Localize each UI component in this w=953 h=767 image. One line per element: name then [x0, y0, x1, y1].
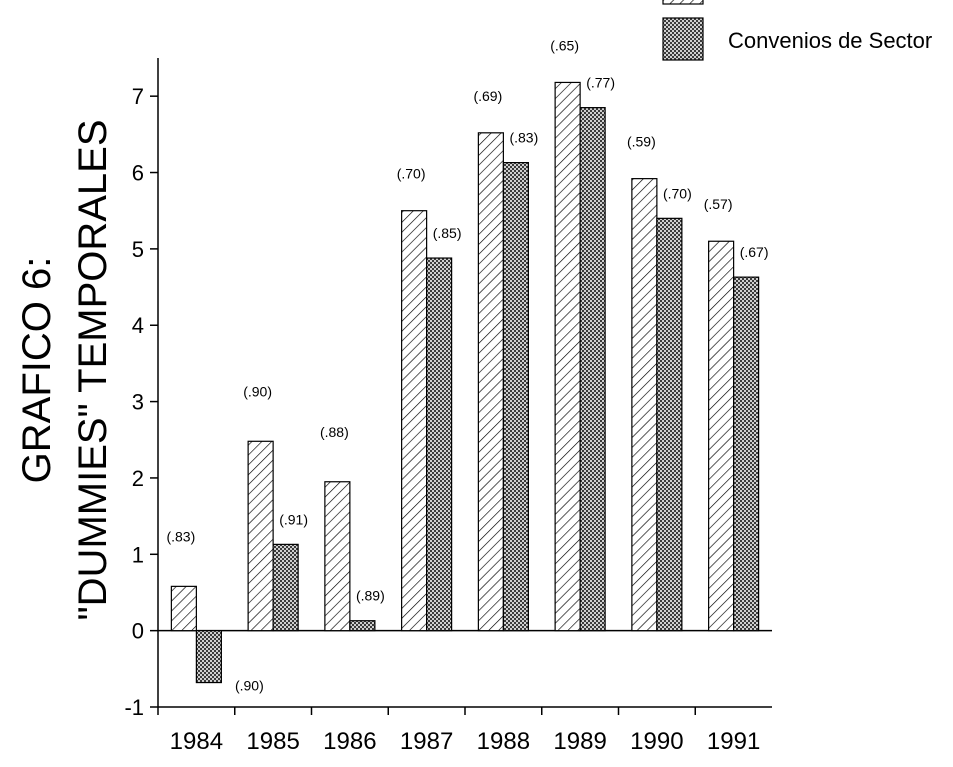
- y-tick-label: -1: [124, 695, 144, 720]
- bar-series-1: [247, 440, 274, 632]
- legend-swatch-series-1: [662, 0, 704, 5]
- bar-series-2: [502, 162, 529, 632]
- data-label: (.90): [235, 678, 264, 694]
- bar-series-2: [733, 276, 760, 632]
- bar-series-1: [708, 240, 735, 632]
- x-tick-label: 1990: [630, 728, 683, 755]
- data-label: (.69): [473, 88, 502, 104]
- bar-series-2: [426, 257, 453, 632]
- bars: [170, 81, 760, 684]
- bar-series-2: [579, 107, 606, 632]
- data-label: (.77): [586, 75, 615, 91]
- data-label: (.91): [279, 511, 308, 527]
- axes: -1 0 1 2 3 4 5 6 7 1984 1985 1986 1987 1988 1989 1990 19…: [124, 58, 772, 755]
- bar-series-1: [631, 178, 658, 632]
- data-label: (.59): [627, 134, 656, 150]
- title-line-2: "DUMMIES" TEMPORALES: [71, 119, 115, 620]
- data-label: (.88): [320, 424, 349, 440]
- data-label: (.70): [663, 185, 692, 201]
- data-label: (.83): [509, 130, 538, 146]
- data-label: (.57): [704, 196, 733, 212]
- bar-series-1: [401, 210, 428, 632]
- x-tick-label: 1989: [553, 728, 606, 755]
- legend-label-series-2: Convenios de Sector: [728, 28, 932, 53]
- data-label: (.65): [550, 37, 579, 53]
- bar-series-2: [272, 543, 299, 632]
- y-tick-label: 3: [132, 390, 144, 415]
- bar-series-1: [170, 585, 197, 632]
- x-tick-label: 1986: [323, 728, 376, 755]
- x-tick-label: 1991: [707, 728, 760, 755]
- y-tick-label: 2: [132, 466, 144, 491]
- chart-title: GRAFICO 6: "DUMMIES" TEMPORALES: [15, 119, 115, 620]
- x-tick-label: 1988: [477, 728, 530, 755]
- data-label: (.90): [243, 383, 272, 399]
- data-label: (.70): [397, 166, 426, 182]
- bar-series-1: [554, 81, 581, 632]
- y-tick-label: 6: [132, 161, 144, 186]
- data-label: (.83): [166, 528, 195, 544]
- y-tick-label: 4: [132, 313, 144, 338]
- y-tick-label: 7: [132, 84, 144, 109]
- legend: Convenios de Sector: [662, 0, 932, 61]
- bar-series-2: [656, 217, 683, 632]
- data-label: (.85): [433, 225, 462, 241]
- legend-swatch-series-2: [662, 17, 704, 61]
- data-label: (.67): [740, 244, 769, 260]
- data-labels: (.83) (.90) (.90) (.91) (.88) (.89) (.70) (.85)…: [166, 37, 768, 693]
- data-label: (.89): [356, 588, 385, 604]
- y-tick-label: 0: [132, 619, 144, 644]
- y-tick-label: 5: [132, 237, 144, 262]
- bar-series-2: [349, 620, 376, 632]
- x-tick-label: 1987: [400, 728, 453, 755]
- bar-series-1: [477, 132, 504, 632]
- x-tick-label: 1984: [170, 728, 223, 755]
- y-tick-label: 1: [132, 542, 144, 567]
- x-tick-label: 1985: [246, 728, 299, 755]
- bar-series-2: [195, 630, 222, 684]
- bar-series-1: [324, 481, 351, 632]
- title-line-1: GRAFICO 6:: [15, 257, 59, 484]
